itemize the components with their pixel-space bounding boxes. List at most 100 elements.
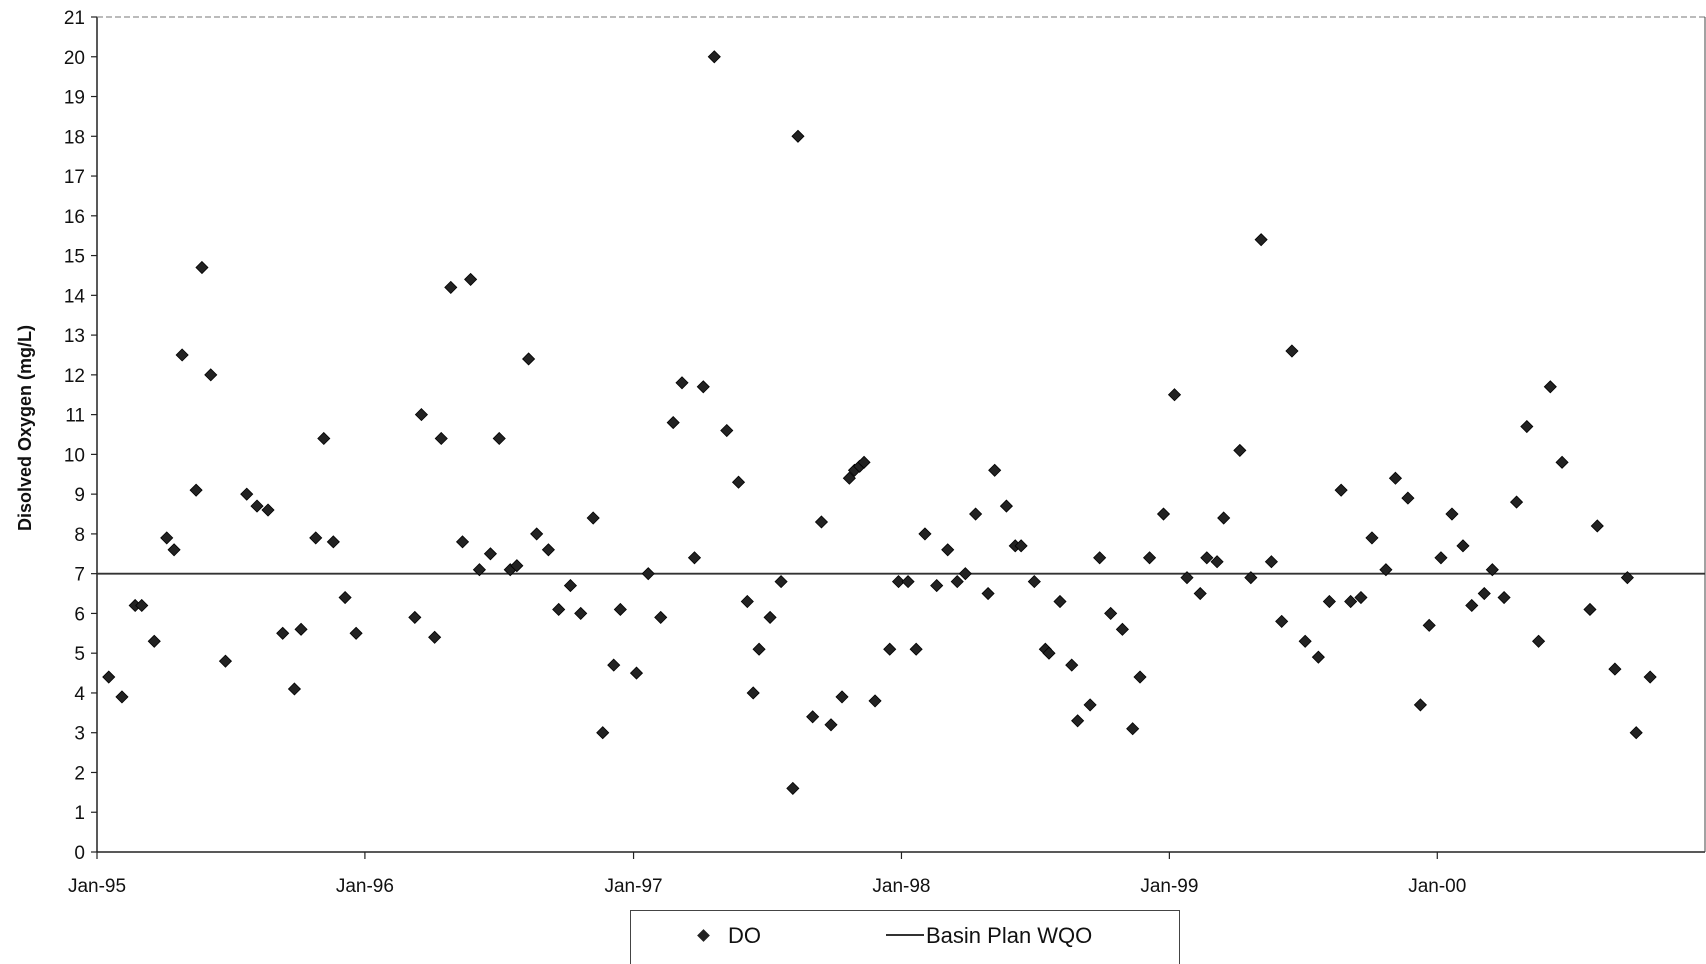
y-tick-label: 1	[74, 803, 85, 824]
do-point	[1083, 698, 1097, 712]
do-point	[1401, 491, 1415, 505]
do-point	[958, 567, 972, 581]
legend-item-wqo: Basin Plan WQO	[886, 923, 1092, 949]
do-point	[294, 622, 308, 636]
do-point	[563, 579, 577, 593]
do-point	[189, 483, 203, 497]
do-point	[675, 376, 689, 390]
do-point	[472, 563, 486, 577]
y-tick-label: 14	[64, 286, 86, 307]
y-tick-label: 6	[74, 604, 85, 625]
do-point	[338, 590, 352, 605]
y-tick-label: 19	[64, 88, 85, 109]
do-point	[901, 575, 915, 589]
do-point	[1285, 344, 1299, 358]
diamond-marker-icon	[697, 928, 710, 942]
do-point	[824, 718, 838, 732]
do-point	[218, 654, 233, 668]
do-point	[1133, 670, 1147, 684]
do-point	[596, 726, 610, 740]
do-point	[1334, 483, 1348, 497]
do-point	[1071, 714, 1085, 728]
do-point	[1053, 594, 1067, 609]
do-point	[1254, 233, 1268, 247]
do-point	[969, 507, 983, 521]
do-point	[868, 694, 882, 708]
legend-label-do: DO	[728, 923, 761, 948]
do-point	[349, 626, 363, 640]
do-point	[666, 416, 680, 430]
do-point	[1264, 555, 1278, 569]
do-point	[1344, 594, 1358, 609]
do-point	[731, 475, 746, 489]
do-point	[1354, 590, 1368, 605]
do-point	[160, 531, 174, 545]
y-tick-label: 18	[64, 127, 85, 148]
do-point	[1434, 551, 1448, 565]
do-point	[1115, 622, 1129, 636]
do-point	[1156, 507, 1171, 521]
do-point	[1532, 634, 1546, 648]
do-point	[464, 272, 478, 286]
x-axis-ticks: Jan-95 Jan-96 Jan-97 Jan-98 Jan-99 Jan-00	[68, 852, 1466, 897]
do-point	[1180, 571, 1194, 585]
do-point	[1217, 511, 1231, 525]
do-point	[1465, 598, 1479, 613]
do-point	[918, 527, 932, 541]
y-tick-label: 4	[74, 684, 85, 705]
x-tick-label: Jan-96	[336, 876, 394, 897]
do-point	[530, 527, 544, 541]
do-point	[752, 642, 766, 656]
do-point	[175, 348, 189, 362]
y-tick-label: 11	[65, 406, 85, 427]
do-point	[806, 710, 820, 724]
do-point	[791, 129, 805, 143]
do-point	[240, 487, 254, 501]
do-point	[1590, 519, 1604, 533]
y-axis-label: Disolved Oxygen (mg/L)	[15, 325, 35, 531]
legend: DO Basin Plan WQO	[630, 910, 1180, 964]
do-point	[763, 610, 777, 624]
do-point	[1365, 531, 1379, 545]
do-point	[857, 455, 871, 469]
do-point	[195, 260, 209, 275]
do-point	[1629, 726, 1643, 740]
do-point	[276, 626, 290, 640]
do-point	[1422, 618, 1436, 632]
do-point	[1497, 590, 1511, 605]
do-point	[720, 423, 734, 438]
do-point	[1643, 670, 1657, 684]
do-point	[814, 515, 829, 529]
do-point	[586, 511, 600, 525]
do-point	[1608, 662, 1622, 676]
do-point	[309, 531, 323, 545]
y-tick-label: 17	[64, 167, 85, 188]
x-tick-label: Jan-98	[872, 876, 930, 897]
do-point	[1555, 455, 1569, 469]
do-point	[414, 408, 428, 422]
do-point	[1445, 507, 1459, 521]
do-point	[835, 690, 849, 704]
do-point	[988, 463, 1002, 477]
do-point	[287, 682, 302, 696]
do-point	[1210, 555, 1224, 569]
do-point	[696, 380, 710, 394]
do-point	[1244, 571, 1258, 585]
do-point	[1093, 551, 1107, 565]
do-point	[746, 686, 760, 700]
y-tick-label: 7	[74, 565, 85, 586]
do-point	[541, 543, 555, 557]
do-point	[326, 535, 340, 549]
do-point	[1509, 495, 1524, 509]
do-point	[552, 602, 566, 617]
do-point	[204, 368, 218, 382]
y-tick-label: 5	[74, 644, 85, 665]
y-tick-label: 2	[74, 763, 85, 784]
do-point	[707, 50, 721, 64]
do-point	[1014, 539, 1028, 553]
y-tick-label: 10	[64, 445, 85, 466]
do-point	[1104, 606, 1118, 620]
legend-label-wqo: Basin Plan WQO	[926, 923, 1093, 948]
line-marker-icon	[886, 934, 924, 937]
